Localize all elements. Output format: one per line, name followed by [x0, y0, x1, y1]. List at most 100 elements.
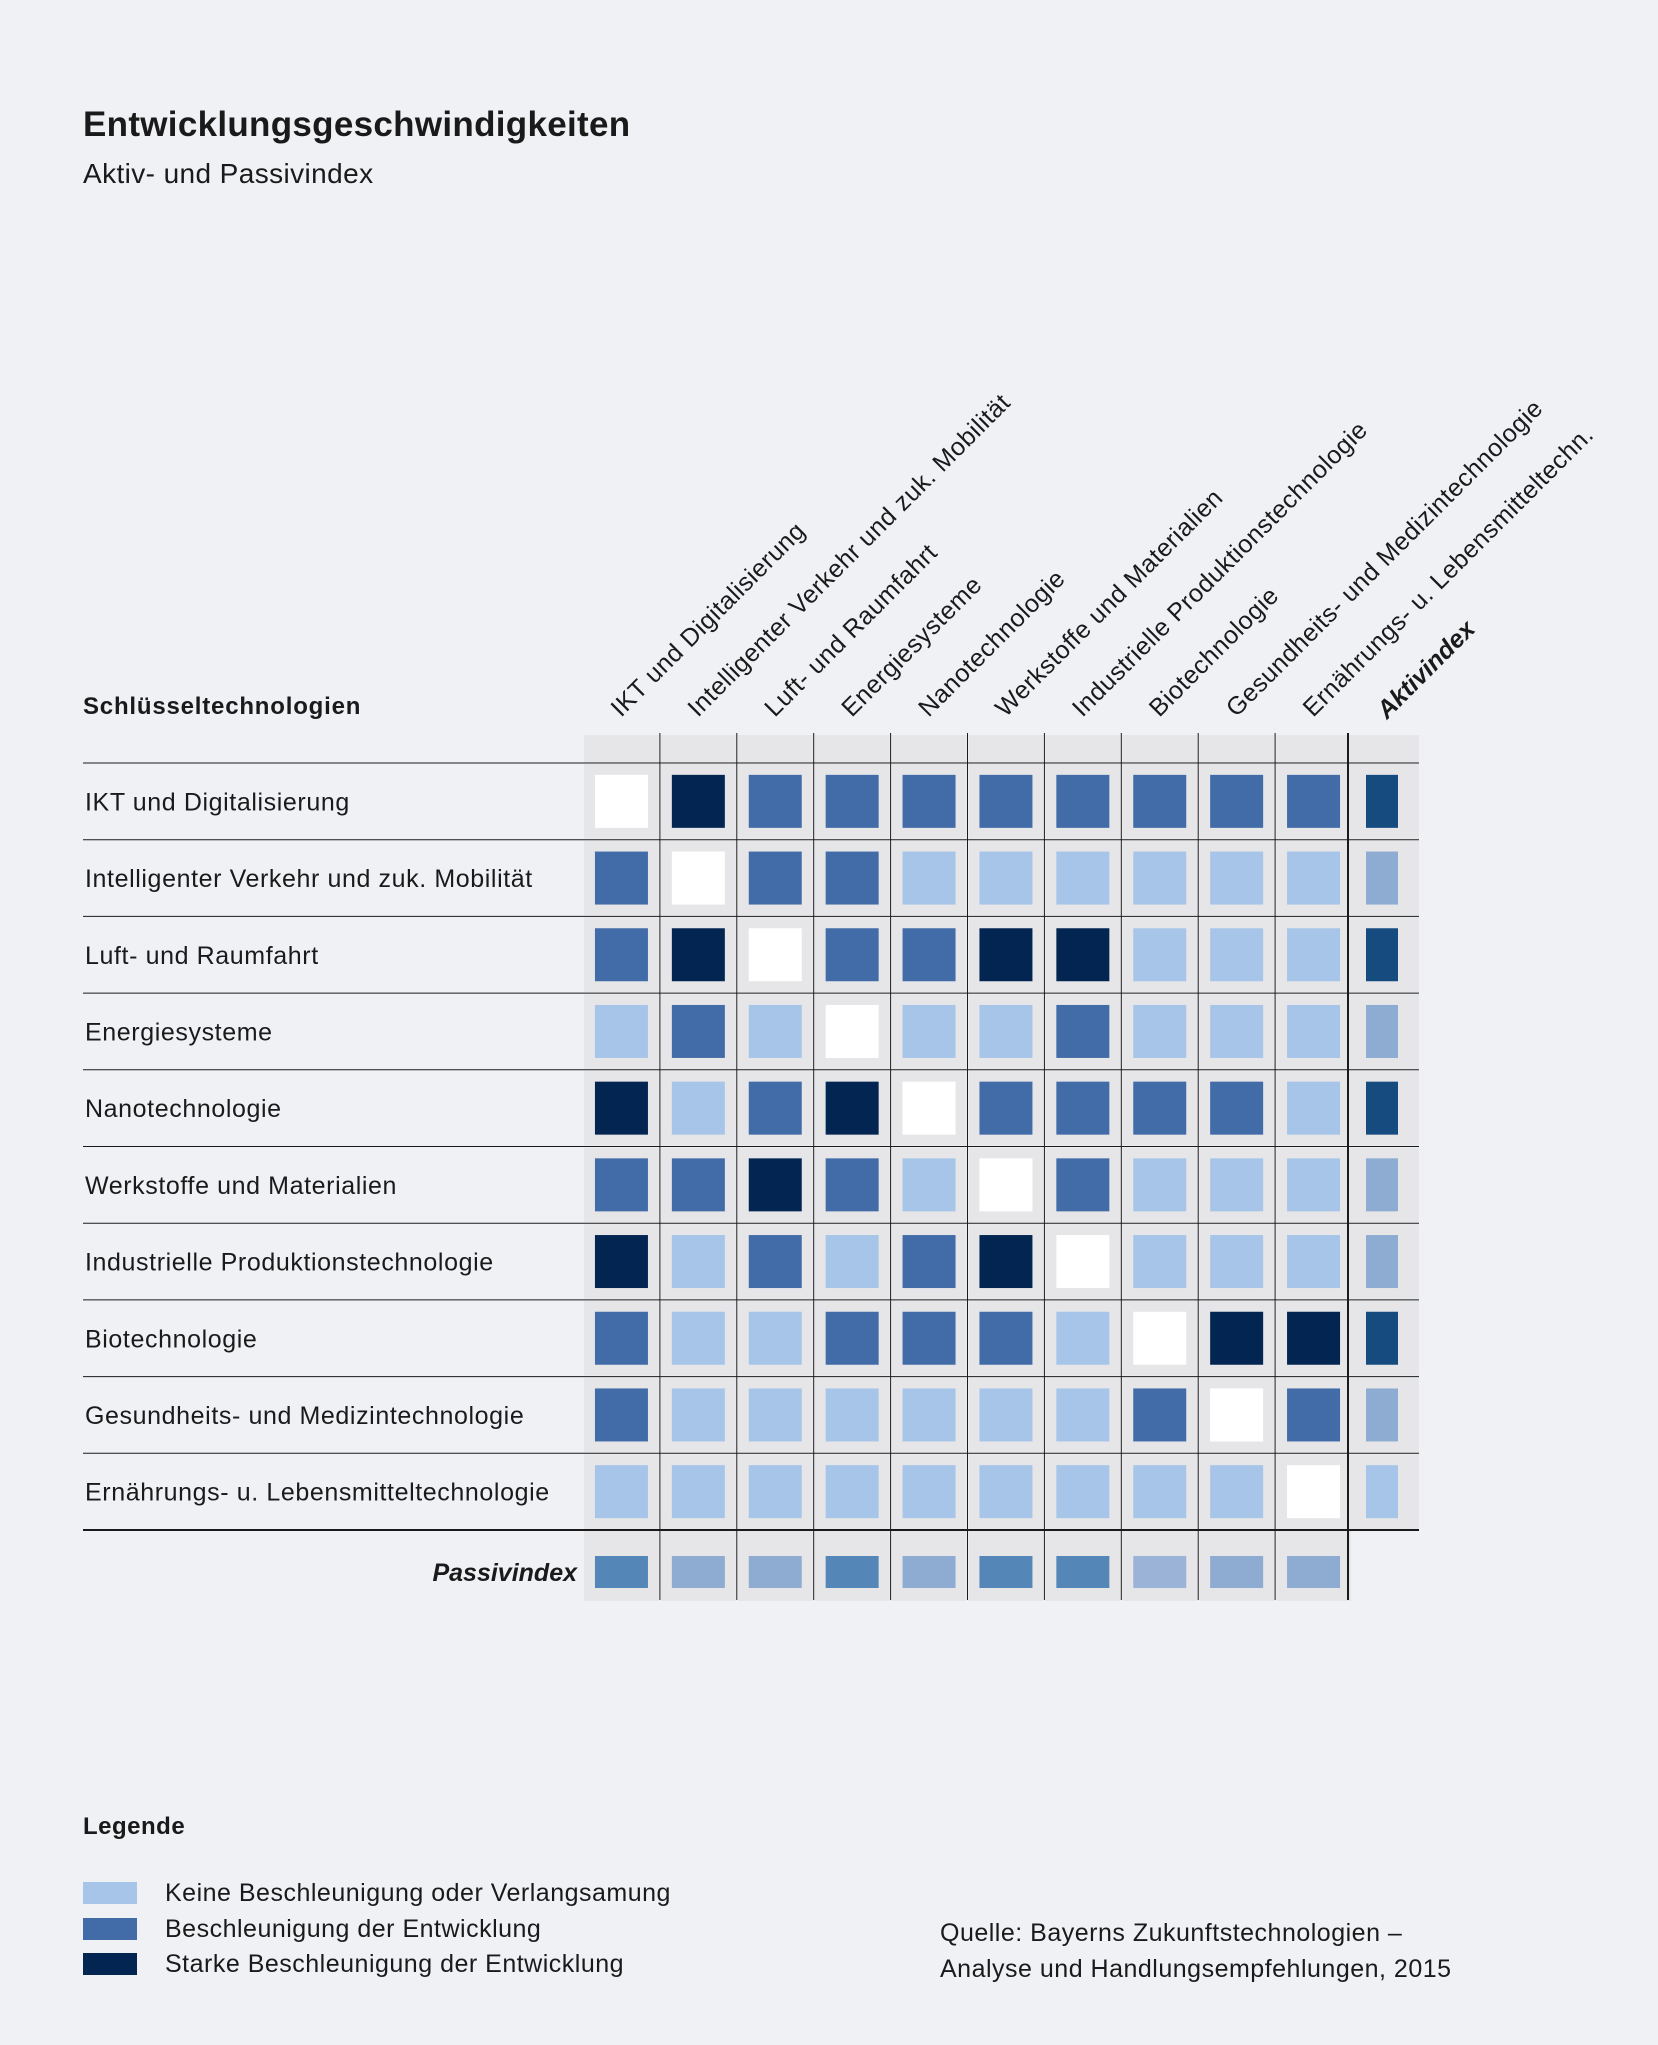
matrix-cell-level-2: [1210, 1311, 1264, 1365]
matrix-cell-level-1: [671, 1158, 725, 1212]
passivindex-bar: [1133, 1556, 1187, 1588]
header-cell-bg: [1122, 735, 1198, 763]
legend-title: Legende: [83, 1813, 186, 1840]
matrix-cell-diagonal: [1133, 1311, 1187, 1365]
aktivindex-header-bg: [1349, 735, 1419, 763]
matrix-cell-level-0: [979, 1388, 1033, 1442]
aktivindex-bar: [1366, 1235, 1398, 1289]
matrix-cell-level-2: [594, 1235, 648, 1289]
row-label-intelligenter-verkehr-und-zuk-mobilität: Intelligenter Verkehr und zuk. Mobilität: [85, 865, 533, 893]
header-cell-bg: [891, 735, 967, 763]
column-label-gesundheits-und-medizintechnologie: Gesundheits- und Medizintechnologie: [1221, 394, 1549, 722]
matrix-cell-level-1: [594, 928, 648, 982]
matrix-cell-diagonal: [1056, 1235, 1110, 1289]
matrix-cell-level-1: [825, 928, 879, 982]
matrix-cell-level-0: [825, 1388, 879, 1442]
matrix-cell-level-0: [1133, 1465, 1187, 1519]
matrix-cell-level-0: [902, 851, 956, 905]
column-label-nanotechnologie: Nanotechnologie: [913, 564, 1071, 722]
header-cell-bg: [1045, 735, 1121, 763]
matrix-cell-level-2: [671, 928, 725, 982]
matrix-cell-diagonal: [748, 928, 802, 982]
matrix-cell-level-1: [594, 851, 648, 905]
matrix-cell-level-0: [1133, 928, 1187, 982]
matrix-cell-level-0: [671, 1388, 725, 1442]
matrix-cell-level-0: [1133, 1235, 1187, 1289]
matrix-cell-level-0: [1287, 928, 1341, 982]
matrix-cell-level-0: [1287, 1004, 1341, 1058]
matrix-cell-level-1: [825, 1311, 879, 1365]
matrix-cell-level-1: [902, 774, 956, 828]
matrix-cell-level-1: [1210, 1081, 1264, 1135]
passivindex-bar: [825, 1556, 879, 1588]
matrix-cell-level-0: [594, 1004, 648, 1058]
matrix-cell-diagonal: [825, 1004, 879, 1058]
passivindex-bar: [979, 1556, 1033, 1588]
matrix-cell-level-0: [748, 1465, 802, 1519]
aktivindex-bar: [1366, 1158, 1398, 1212]
matrix-cell-level-0: [1133, 851, 1187, 905]
matrix-cell-level-2: [748, 1158, 802, 1212]
passivindex-bar: [902, 1556, 956, 1588]
matrix-cell-level-1: [594, 1311, 648, 1365]
legend-item-acceleration: Beschleunigung der Entwicklung: [83, 1914, 542, 1943]
header-cell-bg: [1199, 735, 1275, 763]
matrix-cell-level-0: [671, 1311, 725, 1365]
header-cell-bg: [737, 735, 813, 763]
legend-item-none: Keine Beschleunigung oder Verlangsamung: [83, 1879, 671, 1907]
column-label-energiesysteme: Energiesysteme: [836, 571, 987, 722]
matrix-cell-level-1: [1056, 1081, 1110, 1135]
matrix-cell-level-0: [1210, 1158, 1264, 1212]
passivindex-bar: [671, 1556, 725, 1588]
matrix-cell-level-2: [825, 1081, 879, 1135]
matrix-cell-level-0: [1287, 1081, 1341, 1135]
passivindex-label: Passivindex: [432, 1559, 578, 1587]
matrix-cell-level-1: [1133, 1081, 1187, 1135]
matrix-cell-level-2: [671, 774, 725, 828]
matrix-cell-level-2: [594, 1081, 648, 1135]
passivindex-bar: [594, 1556, 648, 1588]
matrix-cell-level-0: [1056, 1311, 1110, 1365]
aktivindex-bar: [1366, 851, 1398, 905]
column-label-biotechnologie: Biotechnologie: [1144, 582, 1285, 723]
row-label-ernährungs-u-lebensmitteltechnologie: Ernährungs- u. Lebensmitteltechnologie: [85, 1479, 550, 1507]
row-label-werkstoffe-und-materialien: Werkstoffe und Materialien: [85, 1172, 397, 1200]
matrix-chart: IKT und Digitalisierung Intelligenter Ver…: [83, 389, 1599, 1601]
matrix-cell-level-1: [825, 851, 879, 905]
row-label-energiesysteme: Energiesysteme: [85, 1018, 273, 1046]
matrix-cell-level-1: [594, 1388, 648, 1442]
legend-item-strong-acceleration: Starke Beschleunigung der Entwicklung: [83, 1950, 624, 1978]
aktivindex-bar: [1366, 1081, 1398, 1135]
legend-label-acceleration: Beschleunigung der Entwicklung: [165, 1914, 542, 1943]
matrix-cell-level-0: [671, 1081, 725, 1135]
aktivindex-bar: [1366, 1388, 1398, 1442]
matrix-cell-level-1: [902, 1311, 956, 1365]
matrix-cell-level-1: [1133, 774, 1187, 828]
matrix-cell-level-0: [1210, 1465, 1264, 1519]
matrix-cell-level-2: [979, 928, 1033, 982]
matrix-cell-level-1: [979, 1081, 1033, 1135]
header-cell-bg: [814, 735, 890, 763]
matrix-cell-level-2: [979, 1235, 1033, 1289]
matrix-cell-level-1: [902, 928, 956, 982]
matrix-cell-level-0: [671, 1235, 725, 1289]
matrix-cell-level-2: [1056, 928, 1110, 982]
matrix-cell-level-0: [1133, 1158, 1187, 1212]
matrix-cell-level-1: [1287, 774, 1341, 828]
matrix-cell-level-1: [979, 774, 1033, 828]
chart-subtitle: Aktiv- und Passivindex: [83, 158, 374, 189]
aktivindex-bar: [1366, 1004, 1398, 1058]
row-label-ikt-und-digitalisierung: IKT und Digitalisierung: [85, 788, 350, 816]
source-note: Quelle: Bayerns Zukunftstechnologien – A…: [940, 1915, 1452, 1987]
matrix-cell-level-0: [1287, 1158, 1341, 1212]
row-header: Schlüsseltechnologien: [83, 693, 361, 720]
header-cell-bg: [660, 735, 736, 763]
source-line-2: Analyse und Handlungsempfehlungen, 2015: [940, 1955, 1452, 1983]
matrix-cell-level-0: [671, 1465, 725, 1519]
matrix-cell-level-1: [1133, 1388, 1187, 1442]
row-label-gesundheits-und-medizintechnologie: Gesundheits- und Medizintechnologie: [85, 1402, 524, 1430]
matrix-cell-level-1: [748, 1081, 802, 1135]
matrix-cell-level-0: [748, 1004, 802, 1058]
aktivindex-bar: [1366, 928, 1398, 982]
matrix-cell-level-0: [902, 1004, 956, 1058]
